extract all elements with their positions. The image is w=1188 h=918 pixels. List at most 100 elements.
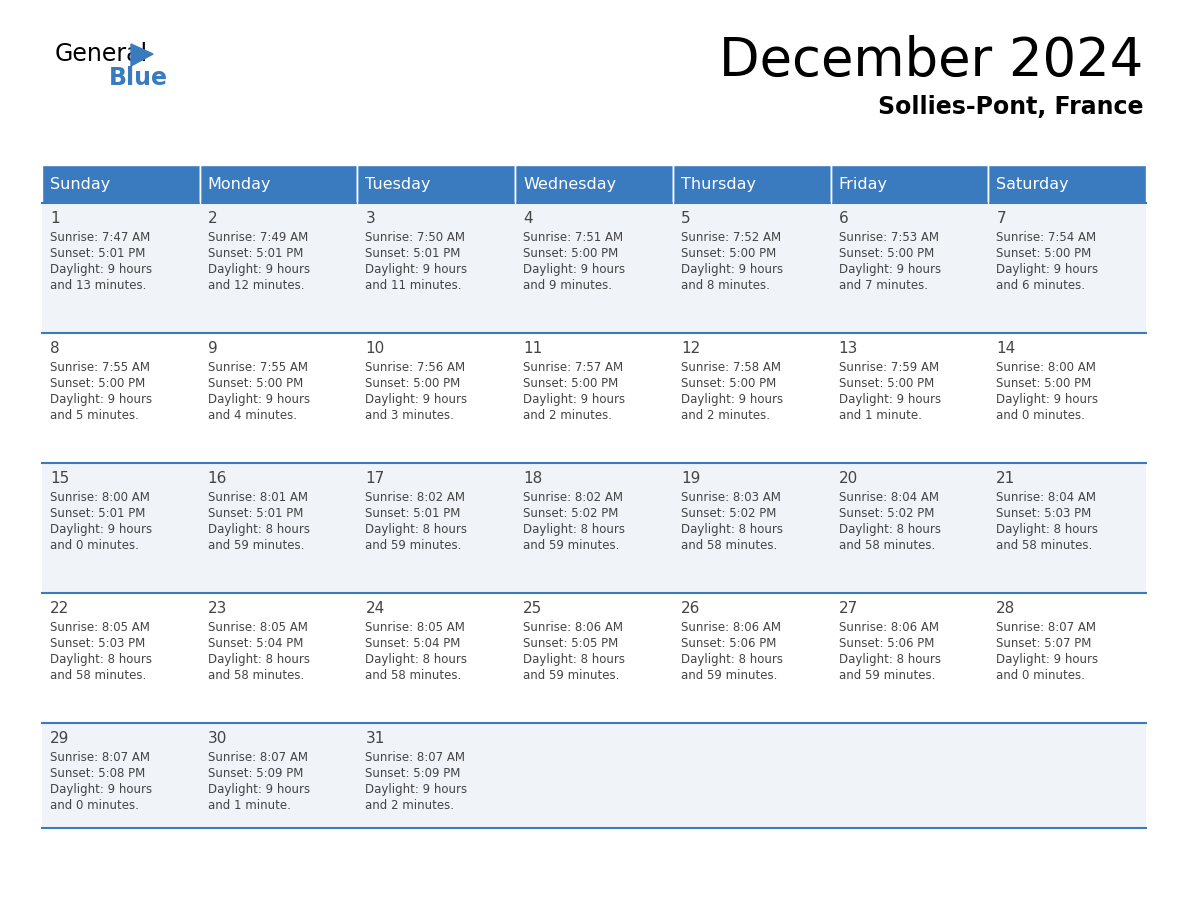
Bar	[672, 333, 830, 463]
Text: Daylight: 9 hours: Daylight: 9 hours	[997, 393, 1099, 406]
Text: Sunset: 5:05 PM: Sunset: 5:05 PM	[523, 637, 619, 650]
Text: and 58 minutes.: and 58 minutes.	[50, 669, 146, 682]
Text: and 58 minutes.: and 58 minutes.	[681, 539, 777, 552]
Bar	[672, 593, 830, 723]
Text: 6: 6	[839, 211, 848, 226]
Text: Sollies-Pont, France: Sollies-Pont, France	[878, 95, 1143, 119]
Text: Sunrise: 7:59 AM: Sunrise: 7:59 AM	[839, 361, 939, 374]
Text: Daylight: 9 hours: Daylight: 9 hours	[208, 783, 310, 796]
Text: 25: 25	[523, 601, 543, 616]
Text: and 58 minutes.: and 58 minutes.	[839, 539, 935, 552]
Text: and 59 minutes.: and 59 minutes.	[523, 669, 619, 682]
Text: 5: 5	[681, 211, 690, 226]
Text: Sunrise: 7:49 AM: Sunrise: 7:49 AM	[208, 231, 308, 244]
Text: Sunrise: 8:02 AM: Sunrise: 8:02 AM	[523, 491, 624, 504]
Text: Daylight: 9 hours: Daylight: 9 hours	[681, 393, 783, 406]
Text: 2: 2	[208, 211, 217, 226]
Bar	[830, 165, 988, 203]
Text: Sunset: 5:00 PM: Sunset: 5:00 PM	[523, 247, 619, 260]
Text: Daylight: 9 hours: Daylight: 9 hours	[839, 263, 941, 276]
Text: Sunrise: 8:05 AM: Sunrise: 8:05 AM	[366, 621, 466, 634]
Bar	[830, 333, 988, 463]
Text: Sunset: 5:03 PM: Sunset: 5:03 PM	[50, 637, 145, 650]
Text: Daylight: 9 hours: Daylight: 9 hours	[366, 393, 468, 406]
Text: Sunset: 5:02 PM: Sunset: 5:02 PM	[681, 507, 776, 520]
Text: and 1 minute.: and 1 minute.	[208, 799, 291, 812]
Text: 24: 24	[366, 601, 385, 616]
Text: Sunrise: 8:06 AM: Sunrise: 8:06 AM	[523, 621, 624, 634]
Text: Sunset: 5:01 PM: Sunset: 5:01 PM	[208, 247, 303, 260]
Bar	[42, 593, 200, 723]
Text: 1: 1	[50, 211, 59, 226]
Text: Sunrise: 7:53 AM: Sunrise: 7:53 AM	[839, 231, 939, 244]
Text: and 59 minutes.: and 59 minutes.	[681, 669, 777, 682]
Text: and 0 minutes.: and 0 minutes.	[997, 409, 1085, 422]
Text: Daylight: 8 hours: Daylight: 8 hours	[839, 523, 941, 536]
Text: and 13 minutes.: and 13 minutes.	[50, 279, 146, 292]
Bar	[200, 463, 358, 593]
Text: Daylight: 9 hours: Daylight: 9 hours	[366, 263, 468, 276]
Bar	[516, 593, 672, 723]
Bar	[42, 723, 200, 828]
Text: 23: 23	[208, 601, 227, 616]
Bar	[830, 593, 988, 723]
Text: Sunrise: 7:57 AM: Sunrise: 7:57 AM	[523, 361, 624, 374]
Bar	[988, 165, 1146, 203]
Bar	[672, 203, 830, 333]
Bar	[358, 165, 516, 203]
Text: and 5 minutes.: and 5 minutes.	[50, 409, 139, 422]
Text: Sunrise: 7:51 AM: Sunrise: 7:51 AM	[523, 231, 624, 244]
Text: and 58 minutes.: and 58 minutes.	[366, 669, 462, 682]
Text: and 2 minutes.: and 2 minutes.	[523, 409, 612, 422]
Text: 4: 4	[523, 211, 532, 226]
Text: 27: 27	[839, 601, 858, 616]
Bar	[672, 165, 830, 203]
Bar	[42, 333, 200, 463]
Text: 14: 14	[997, 341, 1016, 356]
Polygon shape	[131, 44, 153, 66]
Text: Sunrise: 8:07 AM: Sunrise: 8:07 AM	[997, 621, 1097, 634]
Text: 22: 22	[50, 601, 69, 616]
Text: Sunrise: 7:55 AM: Sunrise: 7:55 AM	[208, 361, 308, 374]
Text: Sunset: 5:06 PM: Sunset: 5:06 PM	[681, 637, 776, 650]
Bar	[358, 463, 516, 593]
Text: Sunset: 5:06 PM: Sunset: 5:06 PM	[839, 637, 934, 650]
Text: 26: 26	[681, 601, 700, 616]
Text: Sunset: 5:02 PM: Sunset: 5:02 PM	[523, 507, 619, 520]
Text: Daylight: 9 hours: Daylight: 9 hours	[997, 653, 1099, 666]
Text: Sunset: 5:01 PM: Sunset: 5:01 PM	[50, 247, 145, 260]
Bar	[200, 203, 358, 333]
Text: Sunset: 5:09 PM: Sunset: 5:09 PM	[366, 767, 461, 780]
Text: and 2 minutes.: and 2 minutes.	[366, 799, 455, 812]
Text: and 3 minutes.: and 3 minutes.	[366, 409, 454, 422]
Text: 10: 10	[366, 341, 385, 356]
Bar	[516, 723, 672, 828]
Text: Sunrise: 8:03 AM: Sunrise: 8:03 AM	[681, 491, 781, 504]
Text: Daylight: 8 hours: Daylight: 8 hours	[50, 653, 152, 666]
Text: Sunset: 5:00 PM: Sunset: 5:00 PM	[681, 377, 776, 390]
Text: Monday: Monday	[208, 176, 271, 192]
Text: Sunrise: 8:04 AM: Sunrise: 8:04 AM	[997, 491, 1097, 504]
Text: and 59 minutes.: and 59 minutes.	[523, 539, 619, 552]
Text: Daylight: 9 hours: Daylight: 9 hours	[681, 263, 783, 276]
Text: 19: 19	[681, 471, 700, 486]
Text: Daylight: 9 hours: Daylight: 9 hours	[50, 263, 152, 276]
Bar	[830, 723, 988, 828]
Text: Sunrise: 8:00 AM: Sunrise: 8:00 AM	[997, 361, 1097, 374]
Text: and 0 minutes.: and 0 minutes.	[50, 799, 139, 812]
Bar	[672, 723, 830, 828]
Text: 13: 13	[839, 341, 858, 356]
Text: Sunrise: 7:56 AM: Sunrise: 7:56 AM	[366, 361, 466, 374]
Bar	[830, 203, 988, 333]
Text: Saturday: Saturday	[997, 176, 1069, 192]
Text: 30: 30	[208, 731, 227, 746]
Text: Daylight: 9 hours: Daylight: 9 hours	[839, 393, 941, 406]
Text: 20: 20	[839, 471, 858, 486]
Text: 16: 16	[208, 471, 227, 486]
Bar	[42, 165, 200, 203]
Text: Sunrise: 7:52 AM: Sunrise: 7:52 AM	[681, 231, 781, 244]
Text: Daylight: 8 hours: Daylight: 8 hours	[839, 653, 941, 666]
Text: Daylight: 8 hours: Daylight: 8 hours	[523, 653, 625, 666]
Text: Sunset: 5:00 PM: Sunset: 5:00 PM	[208, 377, 303, 390]
Text: and 59 minutes.: and 59 minutes.	[366, 539, 462, 552]
